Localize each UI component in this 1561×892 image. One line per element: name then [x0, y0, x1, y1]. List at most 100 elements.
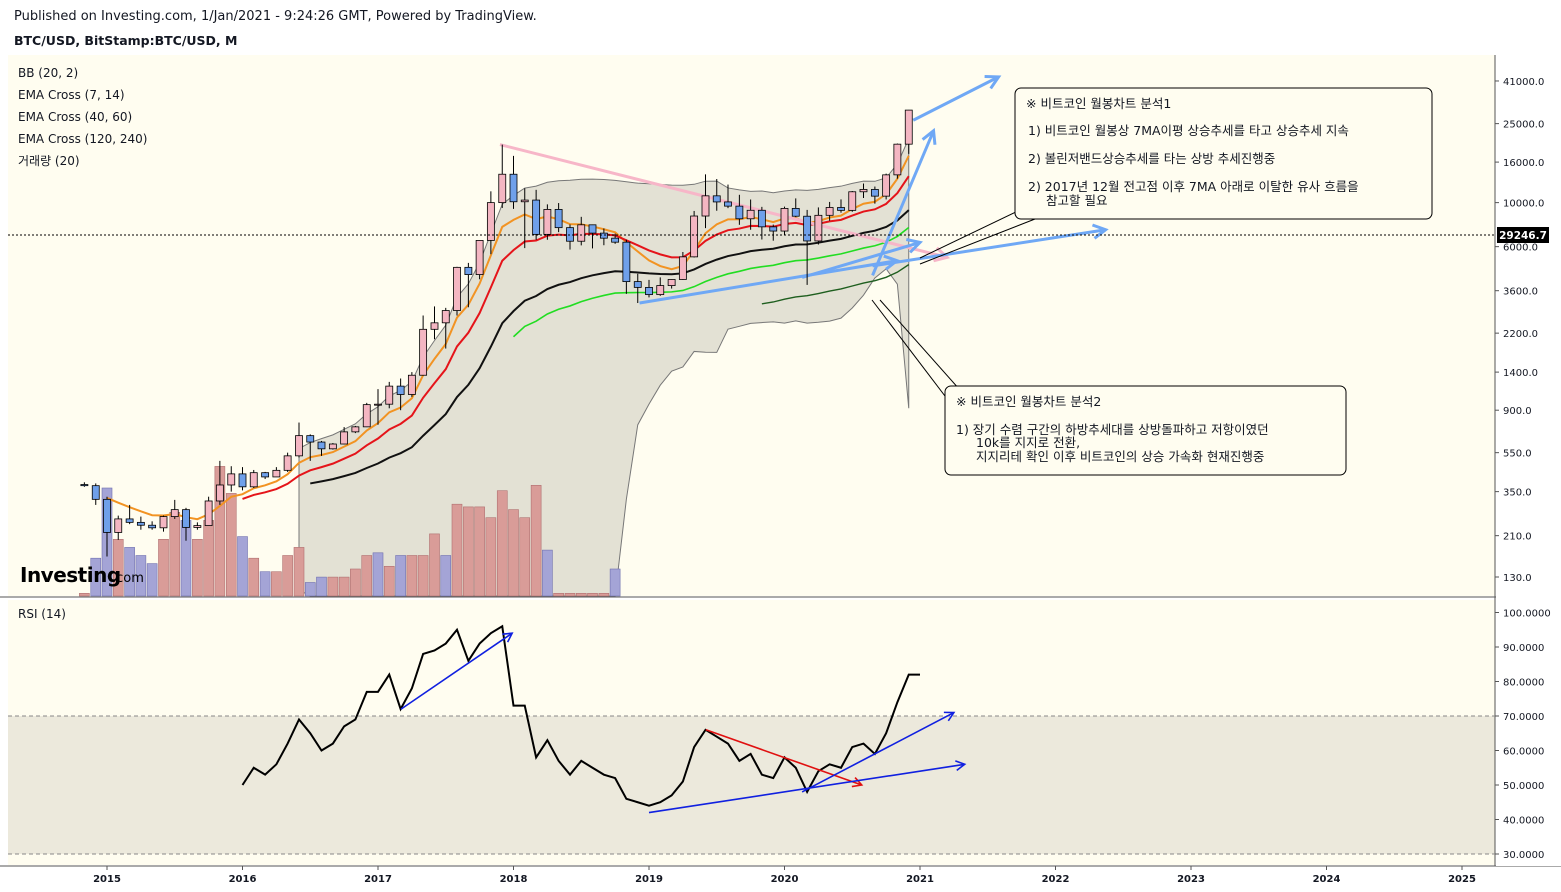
blue-long-support-trendline — [872, 228, 1106, 268]
annotation-2-box — [944, 385, 1347, 476]
last-price-label: 29246.7 — [1499, 230, 1547, 242]
bear-candle — [148, 524, 157, 529]
bear-candle — [103, 498, 111, 533]
rsi-trendline — [648, 763, 965, 814]
volume-bar — [304, 582, 316, 597]
candles — [80, 109, 913, 557]
logo-suffix: .com — [112, 571, 144, 586]
bear-candle — [622, 241, 631, 283]
ema-40-line — [310, 209, 910, 485]
volume-bar — [417, 555, 429, 597]
bull-candle — [746, 209, 755, 220]
bull-candle — [430, 322, 439, 330]
bull-candle — [340, 431, 349, 445]
annotation-1-pointer-a — [919, 209, 1021, 259]
investing-logo: Investing .com — [20, 563, 144, 587]
rsi-tick-label: 90.0000 — [1503, 643, 1544, 654]
bull-candle — [215, 484, 224, 502]
symbol-title: BTC/USD, BitStamp:BTC/USD, M — [14, 33, 238, 48]
bear-candle — [464, 266, 473, 275]
price-tick-label: 350.0 — [1503, 488, 1532, 499]
bear-candle — [80, 484, 89, 487]
bull-candle — [159, 516, 168, 529]
annotation-1-line-3: 2) 2017년 12월 전고점 이후 7MA 아래로 이탈한 유사 흐름을 — [1028, 179, 1359, 194]
annotation-1-pointer-b — [919, 218, 1036, 265]
bull-candle — [701, 195, 710, 217]
bear-candle — [306, 435, 315, 443]
volume-bar — [406, 555, 418, 597]
legend-bb[interactable]: BB (20, 2) — [18, 66, 78, 80]
bear-candle — [588, 224, 597, 234]
legend-ema-40-60[interactable]: EMA Cross (40, 60) — [18, 110, 132, 124]
legend-volume[interactable]: 거래량 (20) — [18, 154, 80, 168]
price-tick-label: 2200.0 — [1503, 329, 1538, 340]
bull-candle — [249, 472, 258, 488]
time-tick-label: 2019 — [635, 874, 663, 885]
bull-candle — [170, 509, 179, 517]
rsi-tick-label: 30.0000 — [1503, 850, 1544, 861]
legend-ema-7-14[interactable]: EMA Cross (7, 14) — [18, 88, 125, 102]
bull-candle — [283, 455, 292, 471]
rsi-tick-label: 80.0000 — [1503, 678, 1544, 689]
price-tick-label: 6000.0 — [1503, 243, 1538, 254]
annotation-2-pointer-b — [871, 299, 949, 401]
blue-long-support-trendline-head — [1091, 223, 1109, 240]
bear-candle — [757, 209, 766, 228]
volume-bar — [124, 547, 135, 597]
volume-bar — [203, 520, 214, 597]
time-tick-label: 2015 — [93, 874, 121, 885]
volume-bar — [530, 484, 542, 597]
ema-60-line — [512, 226, 910, 338]
bull-candle — [385, 385, 394, 405]
volume-bar — [361, 555, 373, 597]
bear-candle — [261, 472, 270, 478]
bear-candle — [724, 201, 732, 207]
volume-bar — [293, 547, 305, 597]
blue-support-trendline-head — [905, 238, 923, 254]
logo-main: Investing — [20, 563, 121, 587]
bear-candle — [803, 215, 812, 242]
volume-bar — [508, 509, 519, 597]
volume-bar — [79, 592, 90, 597]
annotation-2-line-2: 10k를 지지로 전환, — [976, 435, 1080, 450]
legend-rsi[interactable]: RSI (14) — [18, 607, 66, 621]
volume-bar — [395, 555, 406, 597]
rsi-band — [8, 716, 1495, 854]
annotation-2: ※ 비트코인 월봉차트 분석2 1) 장기 수렴 구간의 하방추세대를 상방돌파… — [871, 299, 1347, 476]
bear-candle — [238, 473, 247, 488]
volume-bar — [564, 592, 576, 597]
rsi-trendlines — [400, 632, 967, 814]
bear-candle — [599, 232, 608, 239]
time-tick-label: 2024 — [1313, 874, 1341, 885]
volume-bar — [587, 592, 598, 597]
bear-candle — [712, 195, 721, 203]
bull-candle — [882, 174, 891, 197]
bear-candle — [125, 518, 134, 523]
blue-target-arrow-head — [984, 74, 1002, 90]
bull-candle — [227, 473, 236, 486]
pink-descending-trendline-head — [933, 246, 951, 263]
time-axis-background — [0, 867, 1561, 892]
bull-candle — [656, 285, 665, 296]
rsi-axis-ticks: 30.0000 40.0000 50.0000 60.0000 70.0000 80.00… — [8, 609, 1551, 861]
bull-candle — [193, 525, 202, 528]
bull-candle — [419, 328, 428, 376]
rsi-trendline — [801, 711, 955, 793]
bull-candle — [520, 199, 529, 203]
bear-candle — [554, 209, 563, 229]
annotation-1-line-4: 참고할 필요 — [1046, 193, 1107, 208]
time-tick-label: 2023 — [1177, 874, 1205, 885]
price-tick-label: 900.0 — [1503, 406, 1532, 417]
pink-descending-trendline — [499, 143, 948, 259]
rsi-trendline — [705, 729, 863, 786]
bull-candle — [475, 240, 484, 275]
volume-bar — [496, 490, 508, 597]
bear-candle — [769, 226, 778, 232]
rsi-tick-label: 40.0000 — [1503, 816, 1544, 827]
legend-ema-120-240[interactable]: EMA Cross (120, 240) — [18, 132, 147, 146]
volume-bar — [316, 576, 327, 597]
bull-candle — [351, 426, 360, 433]
price-tick-label: 550.0 — [1503, 449, 1532, 460]
rsi-tick-label: 60.0000 — [1503, 747, 1544, 758]
